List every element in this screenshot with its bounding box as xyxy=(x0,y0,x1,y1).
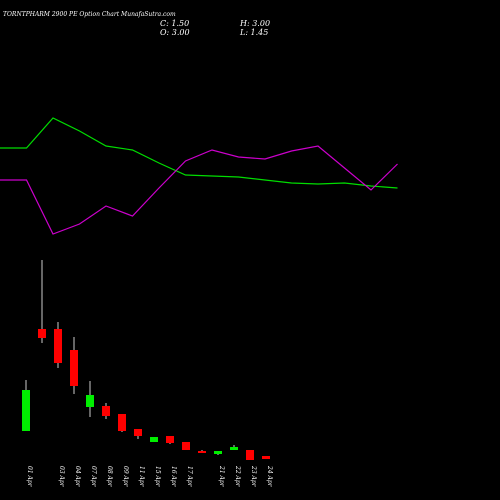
candle-16-apr xyxy=(166,436,174,444)
x-tick-label: 22 Apr xyxy=(234,465,241,488)
candles xyxy=(22,260,270,460)
candle-body xyxy=(262,456,270,459)
candle-body xyxy=(182,442,190,450)
x-tick-label: 03 Apr xyxy=(58,466,65,488)
indicator-line-2 xyxy=(0,145,398,235)
candle-03-apr xyxy=(54,322,62,368)
candle-04-apr xyxy=(70,337,78,394)
candle-18-apr xyxy=(198,450,206,453)
open-readout: O: 3.00 xyxy=(160,28,190,37)
candle-body xyxy=(22,390,30,431)
candle-body xyxy=(38,329,46,338)
x-tick-label: 16 Apr xyxy=(170,466,177,488)
high-readout: H: 3.00 xyxy=(239,19,270,28)
candle-17-apr xyxy=(182,442,190,450)
candle-24-apr xyxy=(262,456,270,459)
candle-body xyxy=(86,395,94,407)
x-tick-label: 04 Apr xyxy=(74,466,81,488)
x-tick-label: 24 Apr xyxy=(266,465,273,488)
x-tick-label: 09 Apr xyxy=(122,466,129,488)
x-tick-label: 11 Apr xyxy=(138,466,145,488)
candle-body xyxy=(134,429,142,436)
candle-body xyxy=(246,450,254,460)
candle-07-apr xyxy=(86,381,94,417)
indicator-lines xyxy=(0,117,398,235)
low-readout: L: 1.45 xyxy=(239,28,268,37)
candle-body xyxy=(214,451,222,454)
close-readout: C: 1.50 xyxy=(160,19,189,28)
x-tick-label: 07 Apr xyxy=(90,466,97,488)
candle-21-apr xyxy=(214,451,222,455)
candle-body xyxy=(118,414,126,431)
candle-15-apr xyxy=(150,437,158,442)
x-tick-label: 08 Apr xyxy=(106,466,113,488)
candle-body xyxy=(70,350,78,386)
candle-body xyxy=(102,406,110,416)
candle-body xyxy=(150,437,158,442)
candle-11-apr xyxy=(134,429,142,439)
x-axis-ticks: 01 Apr 03 Apr 04 Apr 07 Apr 08 Apr 09 Apr 11 A… xyxy=(26,465,273,488)
x-tick-label: 15 Apr xyxy=(154,466,161,488)
x-tick-label: 01 Apr xyxy=(26,466,33,488)
candle-23-apr xyxy=(246,450,254,460)
candle-body xyxy=(54,329,62,363)
candle-body xyxy=(198,451,206,453)
candle-09-apr xyxy=(118,414,126,432)
indicator-line-1 xyxy=(0,117,398,189)
candle-body xyxy=(230,447,238,450)
candle-01-apr xyxy=(22,380,30,431)
chart-title: TORNTPHARM 2900 PE Option Chart MunafaSu… xyxy=(3,11,176,18)
x-tick-label: 21 Apr xyxy=(218,465,225,488)
candle-02-apr xyxy=(38,260,46,343)
candle-22-apr xyxy=(230,445,238,450)
candle-08-apr xyxy=(102,403,110,419)
x-tick-label: 23 Apr xyxy=(250,465,257,488)
x-tick-label: 17 Apr xyxy=(186,466,193,488)
candle-body xyxy=(166,436,174,443)
